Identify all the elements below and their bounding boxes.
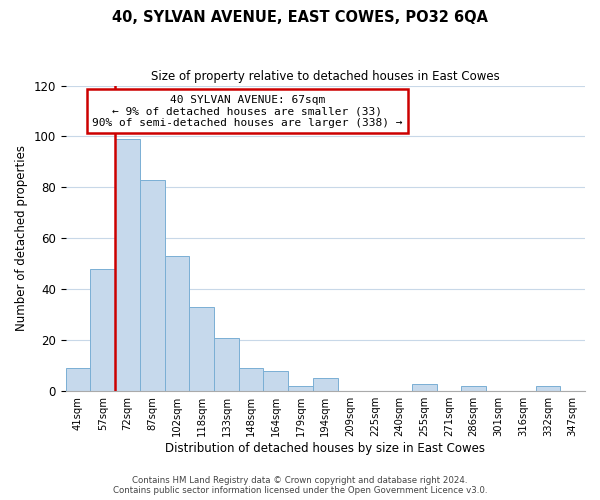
- Text: 40, SYLVAN AVENUE, EAST COWES, PO32 6QA: 40, SYLVAN AVENUE, EAST COWES, PO32 6QA: [112, 10, 488, 25]
- Bar: [239, 368, 263, 391]
- Text: Contains HM Land Registry data © Crown copyright and database right 2024.
Contai: Contains HM Land Registry data © Crown c…: [113, 476, 487, 495]
- Bar: [536, 386, 560, 391]
- Bar: [65, 368, 91, 391]
- Bar: [313, 378, 338, 391]
- Bar: [288, 386, 313, 391]
- Bar: [140, 180, 164, 391]
- Y-axis label: Number of detached properties: Number of detached properties: [15, 146, 28, 332]
- Bar: [214, 338, 239, 391]
- Bar: [115, 139, 140, 391]
- Bar: [164, 256, 190, 391]
- Title: Size of property relative to detached houses in East Cowes: Size of property relative to detached ho…: [151, 70, 500, 83]
- Bar: [190, 307, 214, 391]
- Bar: [263, 371, 288, 391]
- Text: 40 SYLVAN AVENUE: 67sqm
← 9% of detached houses are smaller (33)
90% of semi-det: 40 SYLVAN AVENUE: 67sqm ← 9% of detached…: [92, 94, 403, 128]
- Bar: [461, 386, 486, 391]
- Bar: [91, 269, 115, 391]
- Bar: [412, 384, 437, 391]
- X-axis label: Distribution of detached houses by size in East Cowes: Distribution of detached houses by size …: [166, 442, 485, 455]
